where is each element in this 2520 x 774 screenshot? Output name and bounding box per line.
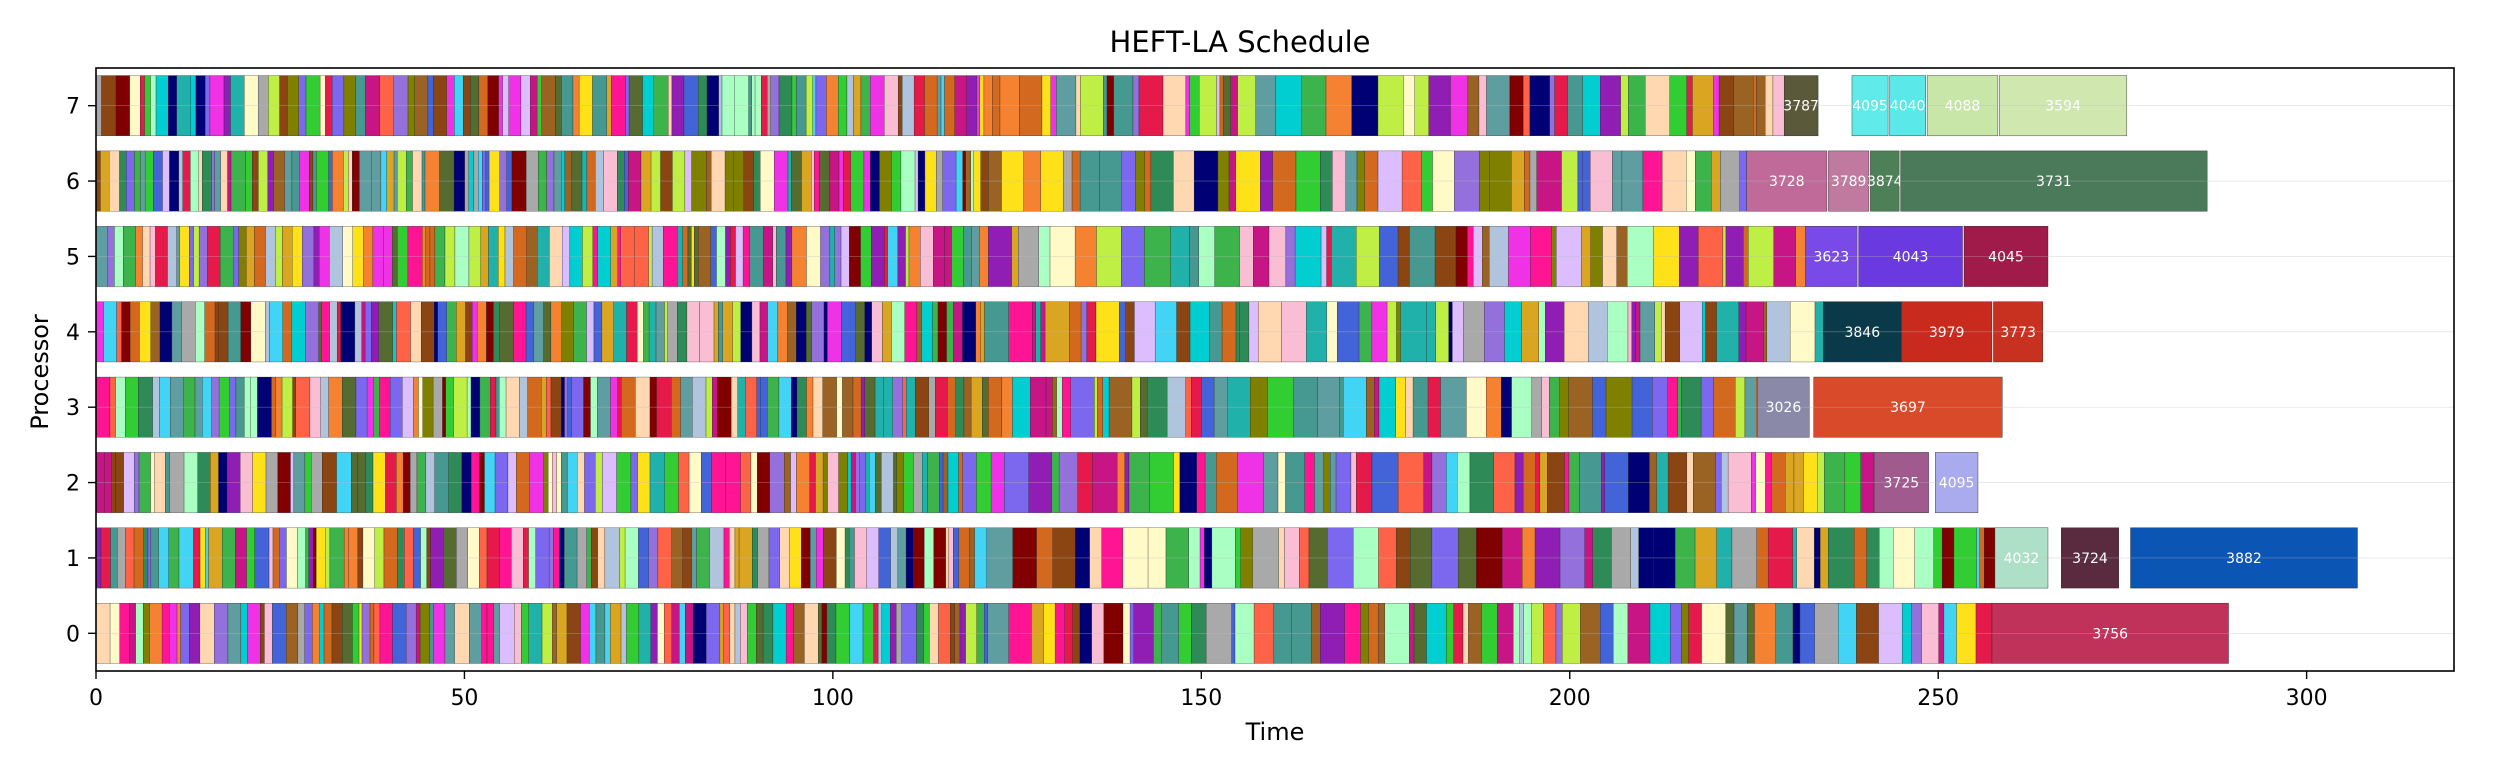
gridlines xyxy=(96,105,2454,634)
task-label-3979: 3979 xyxy=(1929,325,1965,341)
x-axis-label: Time xyxy=(1245,718,1305,746)
x-tick-label: 250 xyxy=(1917,686,1959,711)
task-label-3882: 3882 xyxy=(2226,551,2262,567)
task-label-3725: 3725 xyxy=(1884,476,1920,492)
y-tick-label: 4 xyxy=(66,321,80,346)
y-tick-label: 5 xyxy=(66,245,80,270)
y-axis-ticks: 0 1 2 3 4 5 6 7 xyxy=(66,95,96,647)
task-label-3731: 3731 xyxy=(2036,174,2072,190)
task-label-4095: 4095 xyxy=(1852,99,1888,115)
task-label-3756: 3756 xyxy=(2092,626,2128,642)
x-tick-label: 150 xyxy=(1180,686,1222,711)
task-label-3874: 3874 xyxy=(1867,174,1903,190)
task-label-4032: 4032 xyxy=(2004,551,2040,567)
task-label-4043: 4043 xyxy=(1893,249,1929,265)
plot-frame xyxy=(95,67,2455,672)
task-bars: 3756 4032 3724 3882 3725 4095 3026 3697 3846 3979… xyxy=(95,75,2358,664)
task-label-3787: 3787 xyxy=(1783,99,1819,115)
y-axis-label: Processor xyxy=(26,314,54,430)
x-tick-label: 50 xyxy=(450,686,478,711)
y-tick-label: 3 xyxy=(66,396,80,421)
y-tick-label: 1 xyxy=(66,547,80,572)
task-label-4045: 4045 xyxy=(1988,249,2024,265)
task-label-3789: 3789 xyxy=(1831,174,1867,190)
task-label-4095: 4095 xyxy=(1939,476,1975,492)
task-label-3724: 3724 xyxy=(2072,551,2108,567)
task-label-4040: 4040 xyxy=(1890,99,1926,115)
task-label-3846: 3846 xyxy=(1844,325,1880,341)
x-tick-label: 0 xyxy=(89,686,103,711)
task-label-3697: 3697 xyxy=(1890,400,1926,416)
task-label-3773: 3773 xyxy=(2000,325,2036,341)
y-tick-label: 2 xyxy=(66,472,80,497)
x-axis-ticks: 0 50 100 150 200 250 300 xyxy=(89,671,2328,711)
task-label-3594: 3594 xyxy=(2045,99,2081,115)
task-label-3728: 3728 xyxy=(1769,174,1805,190)
x-tick-label: 300 xyxy=(2286,686,2328,711)
y-tick-label: 6 xyxy=(66,170,80,195)
task-label-3026: 3026 xyxy=(1766,400,1802,416)
y-tick-label: 7 xyxy=(66,95,80,120)
x-tick-label: 100 xyxy=(812,686,854,711)
task-label-4088: 4088 xyxy=(1945,99,1981,115)
task-label-3623: 3623 xyxy=(1814,249,1850,265)
x-tick-label: 200 xyxy=(1549,686,1591,711)
y-tick-label: 0 xyxy=(66,622,80,647)
chart-title: HEFT-LA Schedule xyxy=(1110,25,1371,59)
